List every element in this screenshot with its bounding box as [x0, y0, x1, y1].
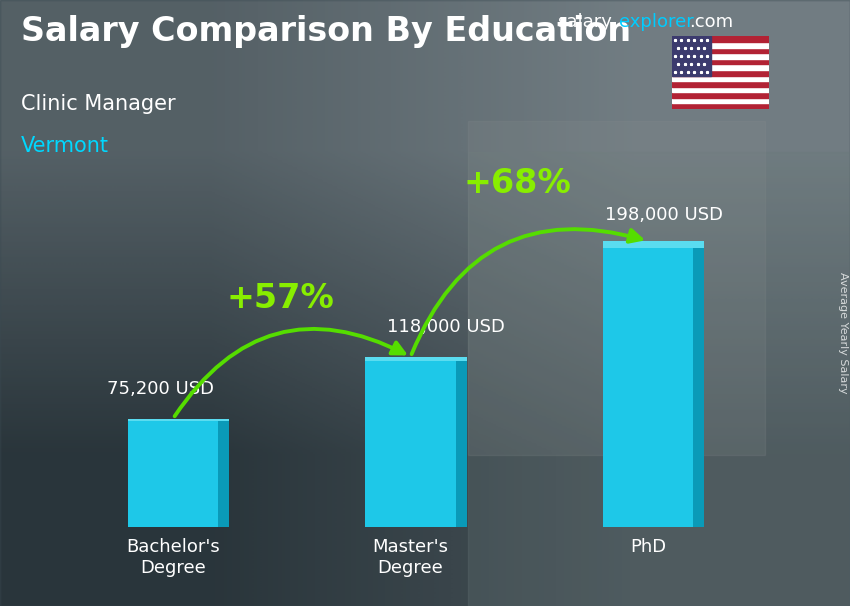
Text: 198,000 USD: 198,000 USD	[605, 206, 723, 224]
Bar	[366, 357, 467, 361]
Bar	[672, 36, 769, 42]
Bar	[366, 357, 456, 527]
Bar	[672, 47, 769, 53]
Bar	[603, 241, 704, 248]
Text: 118,000 USD: 118,000 USD	[387, 319, 505, 336]
Text: explorer: explorer	[619, 13, 694, 32]
Bar	[672, 59, 769, 64]
Text: salary: salary	[557, 13, 612, 32]
Bar	[468, 121, 765, 454]
Text: Average Yearly Salary: Average Yearly Salary	[838, 273, 848, 394]
Bar	[672, 87, 769, 92]
Text: +57%: +57%	[226, 282, 334, 315]
Text: Vermont: Vermont	[21, 136, 110, 156]
Text: +68%: +68%	[463, 167, 571, 200]
Text: 75,200 USD: 75,200 USD	[106, 381, 213, 398]
Bar	[128, 419, 218, 527]
Text: Clinic Manager: Clinic Manager	[21, 94, 176, 114]
Bar	[128, 419, 229, 421]
Bar	[693, 241, 704, 527]
Text: Salary Comparison By Education: Salary Comparison By Education	[21, 15, 632, 48]
Bar	[468, 152, 850, 606]
Bar	[672, 64, 769, 70]
Bar	[672, 81, 769, 87]
Bar	[672, 104, 769, 109]
Bar	[456, 357, 467, 527]
Bar	[672, 42, 769, 47]
Bar	[218, 419, 229, 527]
Text: .com: .com	[689, 13, 734, 32]
Bar	[672, 70, 769, 76]
Bar	[672, 36, 711, 76]
Bar	[672, 98, 769, 104]
Bar	[672, 53, 769, 59]
Bar	[603, 241, 693, 527]
Bar	[672, 92, 769, 98]
Bar	[672, 76, 769, 81]
